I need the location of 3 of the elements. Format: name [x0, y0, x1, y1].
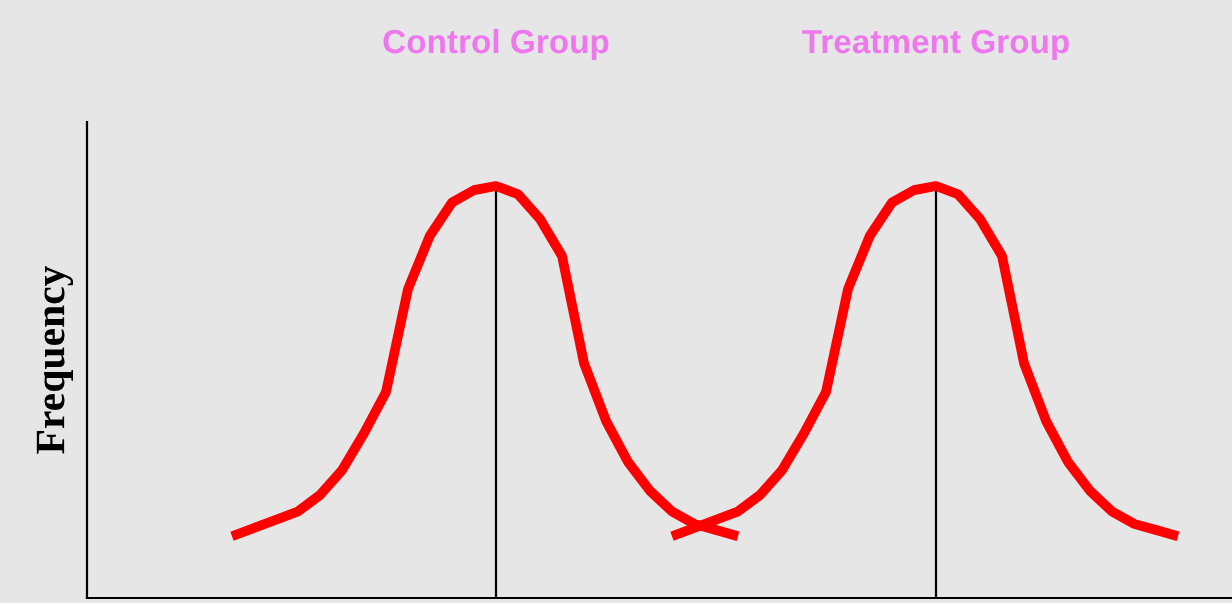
- text: Treatment Group: [802, 29, 1069, 60]
- y-axis-title: Frequency: [36, 265, 74, 454]
- text: Control Group: [383, 28, 609, 60]
